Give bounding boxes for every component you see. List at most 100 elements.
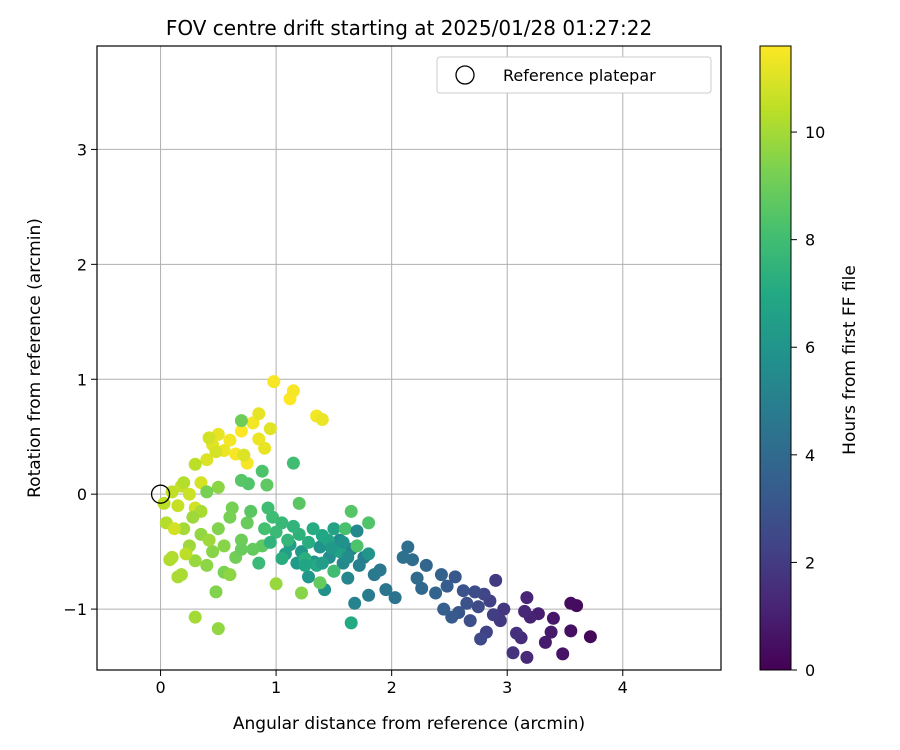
data-point [520, 650, 534, 664]
data-point [186, 510, 200, 524]
data-point [362, 588, 376, 602]
chart-title: FOV centre drift starting at 2025/01/28 … [166, 16, 652, 40]
data-point [200, 558, 214, 572]
data-point [244, 504, 258, 518]
colorbar-label: Hours from first FF file [840, 265, 860, 455]
data-point [269, 577, 283, 591]
data-point [234, 473, 248, 487]
data-point [200, 485, 214, 499]
data-point [298, 558, 312, 572]
x-axis-ticks: 0 1 2 3 4 [155, 670, 628, 697]
data-point [556, 647, 570, 661]
data-point [261, 501, 275, 515]
data-point [275, 552, 289, 565]
data-point [286, 384, 300, 398]
data-point [327, 564, 341, 578]
legend-label-reference: Reference platepar [503, 66, 656, 85]
data-point [292, 496, 306, 510]
data-point [302, 535, 315, 549]
x-tick-label: 0 [155, 678, 165, 697]
data-point [202, 533, 216, 547]
data-point [237, 448, 251, 462]
data-point [388, 591, 402, 605]
data-point [474, 632, 488, 646]
data-point [252, 556, 266, 570]
data-point [211, 622, 225, 636]
data-point [367, 568, 381, 582]
data-point [456, 584, 470, 598]
data-point [200, 453, 214, 467]
data-point [410, 571, 424, 585]
data-point [234, 424, 248, 438]
data-point [338, 522, 352, 536]
y-axis-ticks: −1 0 1 2 3 [63, 140, 97, 619]
colorbar-ticks: 0 2 4 6 8 10 [791, 123, 825, 680]
data-point [234, 414, 248, 428]
y-tick-label: −1 [63, 600, 87, 619]
x-axis-label: Angular distance from reference (arcmin) [233, 714, 585, 734]
data-point [437, 602, 451, 616]
data-point [350, 524, 364, 538]
data-point [518, 604, 532, 618]
data-point [510, 626, 523, 640]
data-point [315, 529, 329, 542]
data-point [211, 522, 225, 536]
data-point [564, 596, 578, 610]
data-point [544, 625, 558, 639]
data-point [171, 499, 185, 513]
data-point [448, 570, 462, 584]
data-point [315, 556, 329, 570]
data-point [225, 501, 239, 515]
x-tick-label: 3 [502, 678, 512, 697]
data-point [252, 407, 266, 421]
data-point [182, 487, 196, 501]
data-point [188, 457, 202, 471]
x-tick-label: 1 [271, 678, 281, 697]
data-point [350, 539, 364, 553]
data-point [327, 522, 341, 536]
data-point [520, 591, 534, 605]
y-tick-label: 2 [77, 255, 87, 274]
data-point [177, 522, 191, 536]
data-point [209, 445, 223, 459]
plot-frame [96, 45, 722, 671]
data-point [315, 413, 329, 426]
data-point [546, 611, 560, 625]
data-point [463, 614, 477, 628]
data-point [489, 573, 503, 587]
data-point [286, 456, 300, 470]
data-point [486, 608, 500, 622]
data-point [295, 586, 308, 600]
data-point [348, 596, 362, 610]
colorbar [759, 45, 792, 671]
data-point [583, 630, 597, 644]
y-tick-label: 1 [77, 370, 87, 389]
data-point [223, 568, 237, 582]
data-point [260, 478, 274, 492]
colorbar-tick-label: 2 [805, 553, 815, 572]
data-point [188, 610, 202, 624]
data-point [263, 535, 277, 549]
data-point [313, 576, 327, 590]
legend-marker-reference [455, 65, 475, 85]
data-point [396, 550, 410, 564]
data-point [246, 542, 260, 556]
data-point [258, 522, 272, 536]
data-point [240, 516, 254, 530]
data-point [188, 554, 202, 568]
data-point [258, 441, 272, 455]
colorbar-tick-label: 8 [805, 231, 815, 250]
data-point [341, 571, 355, 585]
data-point [174, 568, 188, 582]
y-tick-label: 0 [77, 485, 87, 504]
y-tick-label: 3 [77, 140, 87, 159]
x-tick-label: 2 [387, 678, 397, 697]
data-point [302, 570, 315, 584]
x-tick-label: 4 [618, 678, 628, 697]
data-point [206, 545, 220, 559]
data-point [209, 585, 223, 599]
data-point [341, 550, 355, 564]
data-point [497, 602, 511, 616]
data-point [352, 558, 366, 572]
